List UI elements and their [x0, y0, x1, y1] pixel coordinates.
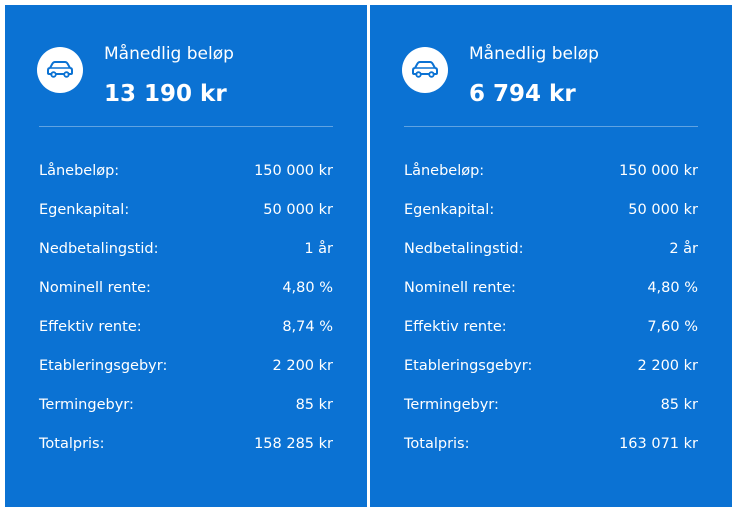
detail-row-effective-rate: Effektiv rente: 8,74 % — [39, 317, 333, 356]
detail-value: 2 200 kr — [272, 358, 333, 374]
detail-row-nominal-rate: Nominell rente: 4,80 % — [39, 278, 333, 317]
detail-row-nominal-rate: Nominell rente: 4,80 % — [404, 278, 698, 317]
detail-value: 50 000 kr — [263, 202, 333, 218]
detail-label: Totalpris: — [39, 436, 105, 452]
monthly-amount-header: Månedlig beløp 6 794 kr — [402, 43, 700, 133]
detail-row-loan-amount: Lånebeløp: 150 000 kr — [39, 161, 333, 200]
car-icon — [402, 47, 448, 93]
detail-label: Effektiv rente: — [404, 319, 507, 335]
detail-value: 50 000 kr — [628, 202, 698, 218]
monthly-amount-label: Månedlig beløp — [104, 44, 234, 64]
monthly-amount-label: Månedlig beløp — [469, 44, 599, 64]
detail-value: 150 000 kr — [254, 163, 333, 179]
loan-summary-card: Månedlig beløp 13 190 kr Lånebeløp: 150 … — [5, 5, 367, 507]
detail-value: 4,80 % — [282, 280, 333, 296]
monthly-amount-value: 13 190 kr — [104, 81, 227, 107]
detail-row-repayment-period: Nedbetalingstid: 2 år — [404, 239, 698, 278]
detail-row-effective-rate: Effektiv rente: 7,60 % — [404, 317, 698, 356]
detail-value: 158 285 kr — [254, 436, 333, 452]
detail-row-loan-amount: Lånebeløp: 150 000 kr — [404, 161, 698, 200]
detail-label: Nedbetalingstid: — [404, 241, 524, 257]
detail-value: 2 år — [669, 241, 698, 257]
detail-label: Nominell rente: — [39, 280, 151, 296]
car-icon — [37, 47, 83, 93]
loan-details-list: Lånebeløp: 150 000 kr Egenkapital: 50 00… — [39, 161, 333, 473]
detail-value: 150 000 kr — [619, 163, 698, 179]
detail-label: Effektiv rente: — [39, 319, 142, 335]
detail-row-setup-fee: Etableringsgebyr: 2 200 kr — [404, 356, 698, 395]
detail-value: 163 071 kr — [619, 436, 698, 452]
detail-label: Etableringsgebyr: — [404, 358, 533, 374]
detail-label: Totalpris: — [404, 436, 470, 452]
detail-value: 7,60 % — [647, 319, 698, 335]
detail-row-total-price: Totalpris: 158 285 kr — [39, 434, 333, 473]
detail-value: 85 kr — [660, 397, 698, 413]
detail-value: 2 200 kr — [637, 358, 698, 374]
detail-row-total-price: Totalpris: 163 071 kr — [404, 434, 698, 473]
detail-row-setup-fee: Etableringsgebyr: 2 200 kr — [39, 356, 333, 395]
detail-row-term-fee: Termingebyr: 85 kr — [404, 395, 698, 434]
detail-row-term-fee: Termingebyr: 85 kr — [39, 395, 333, 434]
detail-label: Lånebeløp: — [404, 163, 485, 179]
detail-label: Egenkapital: — [39, 202, 130, 218]
detail-value: 85 kr — [295, 397, 333, 413]
detail-label: Termingebyr: — [39, 397, 134, 413]
loan-summary-card: Månedlig beløp 6 794 kr Lånebeløp: 150 0… — [370, 5, 732, 507]
detail-label: Etableringsgebyr: — [39, 358, 168, 374]
detail-label: Lånebeløp: — [39, 163, 120, 179]
detail-value: 1 år — [304, 241, 333, 257]
detail-value: 8,74 % — [282, 319, 333, 335]
monthly-amount-value: 6 794 kr — [469, 81, 576, 107]
detail-row-equity: Egenkapital: 50 000 kr — [404, 200, 698, 239]
divider — [404, 126, 698, 127]
detail-label: Nominell rente: — [404, 280, 516, 296]
divider — [39, 126, 333, 127]
detail-row-repayment-period: Nedbetalingstid: 1 år — [39, 239, 333, 278]
detail-label: Termingebyr: — [404, 397, 499, 413]
loan-details-list: Lånebeløp: 150 000 kr Egenkapital: 50 00… — [404, 161, 698, 473]
detail-row-equity: Egenkapital: 50 000 kr — [39, 200, 333, 239]
detail-label: Egenkapital: — [404, 202, 495, 218]
detail-value: 4,80 % — [647, 280, 698, 296]
monthly-amount-header: Månedlig beløp 13 190 kr — [37, 43, 335, 133]
detail-label: Nedbetalingstid: — [39, 241, 159, 257]
